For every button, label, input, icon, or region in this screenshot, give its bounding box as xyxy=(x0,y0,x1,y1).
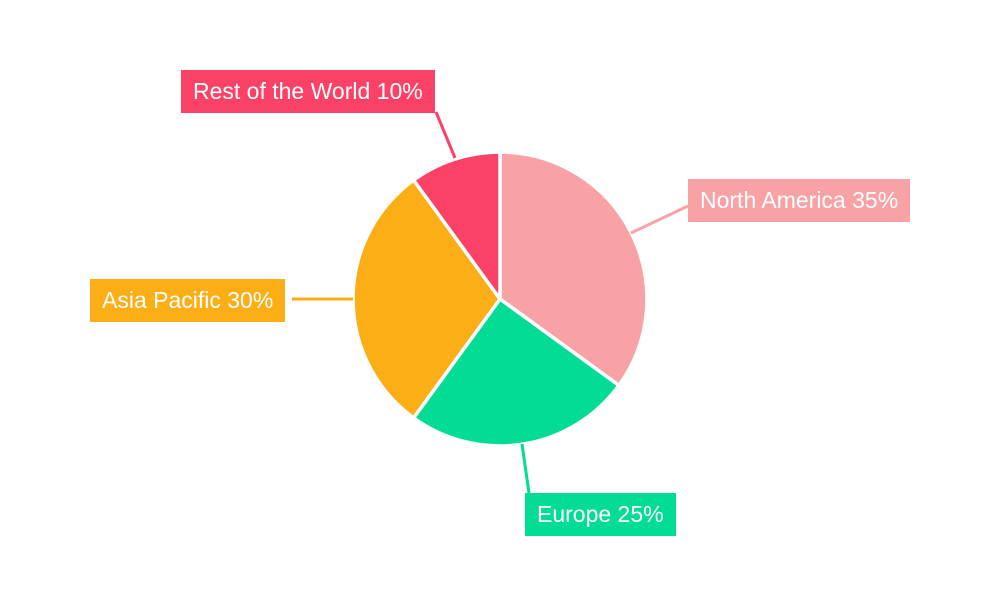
leader-line-europe xyxy=(520,443,531,494)
pie-slice-rest-of-the-world[interactable] xyxy=(411,150,502,301)
leader-line-rest-of-the-world xyxy=(434,111,457,159)
label-europe: Europe 25% xyxy=(525,493,676,536)
label-asia-pacific: Asia Pacific 30% xyxy=(90,279,286,322)
pie-slice-asia-pacific[interactable] xyxy=(351,178,502,420)
label-north-america: North America 35% xyxy=(688,179,911,222)
label-rest-of-the-world: Rest of the World 10% xyxy=(181,70,435,113)
leader-line-north-america xyxy=(630,204,689,235)
